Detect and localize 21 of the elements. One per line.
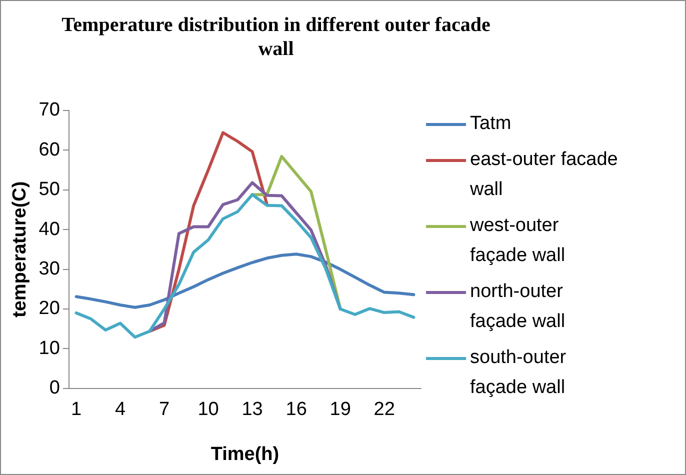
x-tick-label: 19 — [330, 399, 351, 420]
y-tick-label: 0 — [49, 378, 60, 399]
y-tick-label: 60 — [38, 139, 60, 160]
legend-label: Tatm — [470, 112, 512, 136]
y-tick-label: 30 — [38, 258, 60, 280]
legend-label: south-outer façade wall — [470, 346, 568, 400]
y-axis-title: temperature(C) — [10, 181, 31, 318]
x-tick-label: 7 — [158, 399, 170, 420]
y-tick-label: 50 — [38, 179, 60, 200]
x-axis-title: Time(h) — [210, 444, 280, 465]
x-tick-label: 16 — [286, 399, 307, 420]
x-tick-label: 10 — [198, 399, 219, 420]
x-tick-label: 4 — [114, 399, 126, 420]
y-tick-label: 40 — [38, 218, 60, 240]
x-tick-label: 22 — [374, 399, 395, 420]
y-tick-label: 20 — [38, 298, 60, 320]
x-tick-label: 1 — [70, 399, 82, 420]
y-tick-label: 70 — [38, 100, 60, 121]
x-tick-label: 13 — [242, 399, 263, 420]
chart-title: Temperature distribution in different outer facade wall — [61, 13, 491, 61]
y-tick-label: 10 — [38, 338, 60, 359]
